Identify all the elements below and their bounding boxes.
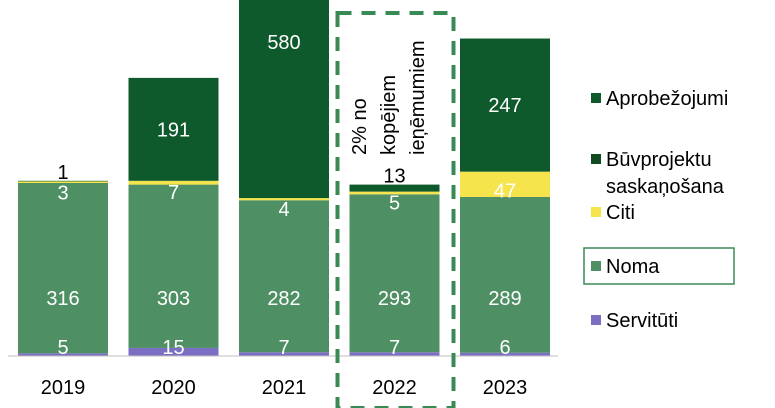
legend-label-buvprojektu-saskanosana-line-1: Būvprojektu	[606, 149, 712, 171]
bar-2023-citi	[460, 171, 550, 197]
label-2019-servituti: 5	[57, 337, 68, 359]
bar-2022-servituti	[349, 352, 440, 356]
legend-highlight-box	[583, 247, 735, 285]
bar-2020-aprobezojumi	[128, 77, 219, 181]
bar-2021-servituti	[239, 352, 329, 356]
legend: Aprobežojumi Būvprojektu saskaņošana Citi No…	[583, 88, 735, 332]
label-2022-citi: 5	[389, 193, 400, 215]
label-2022-noma: 293	[378, 288, 411, 310]
bars-group	[18, 0, 550, 356]
label-2020-servituti: 15	[162, 337, 184, 359]
annotation-text-line-2: kopējiem	[378, 75, 400, 155]
label-2023-aprobezojumi: 247	[488, 95, 521, 117]
label-2019-aprobezojumi: 1	[57, 162, 68, 184]
bar-2022-citi	[349, 191, 440, 195]
label-2020-aprobezojumi: 191	[157, 119, 190, 141]
bar-2022-aprobezojumi	[349, 184, 440, 192]
bar-2020-noma	[128, 184, 219, 348]
label-2023-noma: 289	[488, 288, 521, 310]
bar-2020-citi	[128, 180, 219, 185]
label-2023-citi: 47	[494, 180, 516, 202]
bar-2019-aprobezojumi	[18, 180, 108, 182]
x-tick-label-2020: 2020	[151, 377, 196, 399]
bar-2019-servituti	[18, 353, 108, 356]
annotation-text-line-3: ieņēmumiem	[407, 41, 429, 155]
label-2020-noma: 303	[157, 288, 190, 310]
bar-2019-citi	[18, 181, 108, 183]
bar-2023-servituti	[460, 352, 550, 356]
bar-2020-servituti	[128, 347, 219, 356]
legend-swatch-noma	[591, 261, 601, 271]
label-2019-citi: 3	[57, 182, 68, 204]
legend-swatch-buvprojektu-saskanosana	[591, 154, 601, 164]
bar-2021-noma	[239, 200, 329, 353]
label-2020-citi: 7	[168, 182, 179, 204]
legend-swatch-servituti	[591, 315, 601, 325]
bar-2021-citi	[239, 198, 329, 201]
annotation-dashed-box	[335, 11, 456, 408]
bar-2023-aprobezojumi	[460, 38, 550, 172]
legend-swatch-citi	[591, 207, 601, 217]
annotation-group: 2% no kopējiem ieņēmumiem	[335, 11, 456, 408]
bar-2022-noma	[349, 194, 440, 353]
label-2021-servituti: 7	[278, 337, 289, 359]
legend-swatch-aprobezojumi	[591, 93, 601, 103]
label-2021-noma: 282	[267, 288, 300, 310]
legend-label-citi: Citi	[606, 202, 635, 224]
label-2022-aprobezojumi: 13	[383, 166, 405, 188]
label-2019-noma: 316	[46, 288, 79, 310]
annotation-text-line-1: 2% no	[349, 98, 371, 155]
data-labels-group: 5 316 31 15 303 7 191 7 282 4 580 7 293 5 13 6 289 47 247	[46, 32, 521, 359]
bar-2019-noma	[18, 182, 108, 354]
bar-2023-noma	[460, 196, 550, 353]
label-2021-citi: 4	[278, 199, 289, 221]
legend-label-servituti: Servitūti	[606, 310, 678, 332]
x-axis: 2019 2020 2021 2022 2023	[8, 355, 558, 399]
label-2023-servituti: 6	[499, 337, 510, 359]
x-tick-label-2023: 2023	[483, 377, 528, 399]
bar-2021-aprobezojumi	[239, 0, 329, 199]
x-tick-label-2021: 2021	[262, 377, 307, 399]
legend-label-aprobezojumi: Aprobežojumi	[606, 88, 728, 110]
x-tick-label-2019: 2019	[41, 377, 86, 399]
legend-label-noma: Noma	[606, 256, 660, 278]
label-2021-aprobezojumi: 580	[267, 32, 300, 54]
label-2022-servituti: 7	[389, 337, 400, 359]
legend-label-buvprojektu-saskanosana-line-2: saskaņošana	[606, 176, 725, 198]
x-tick-label-2022: 2022	[372, 377, 417, 399]
